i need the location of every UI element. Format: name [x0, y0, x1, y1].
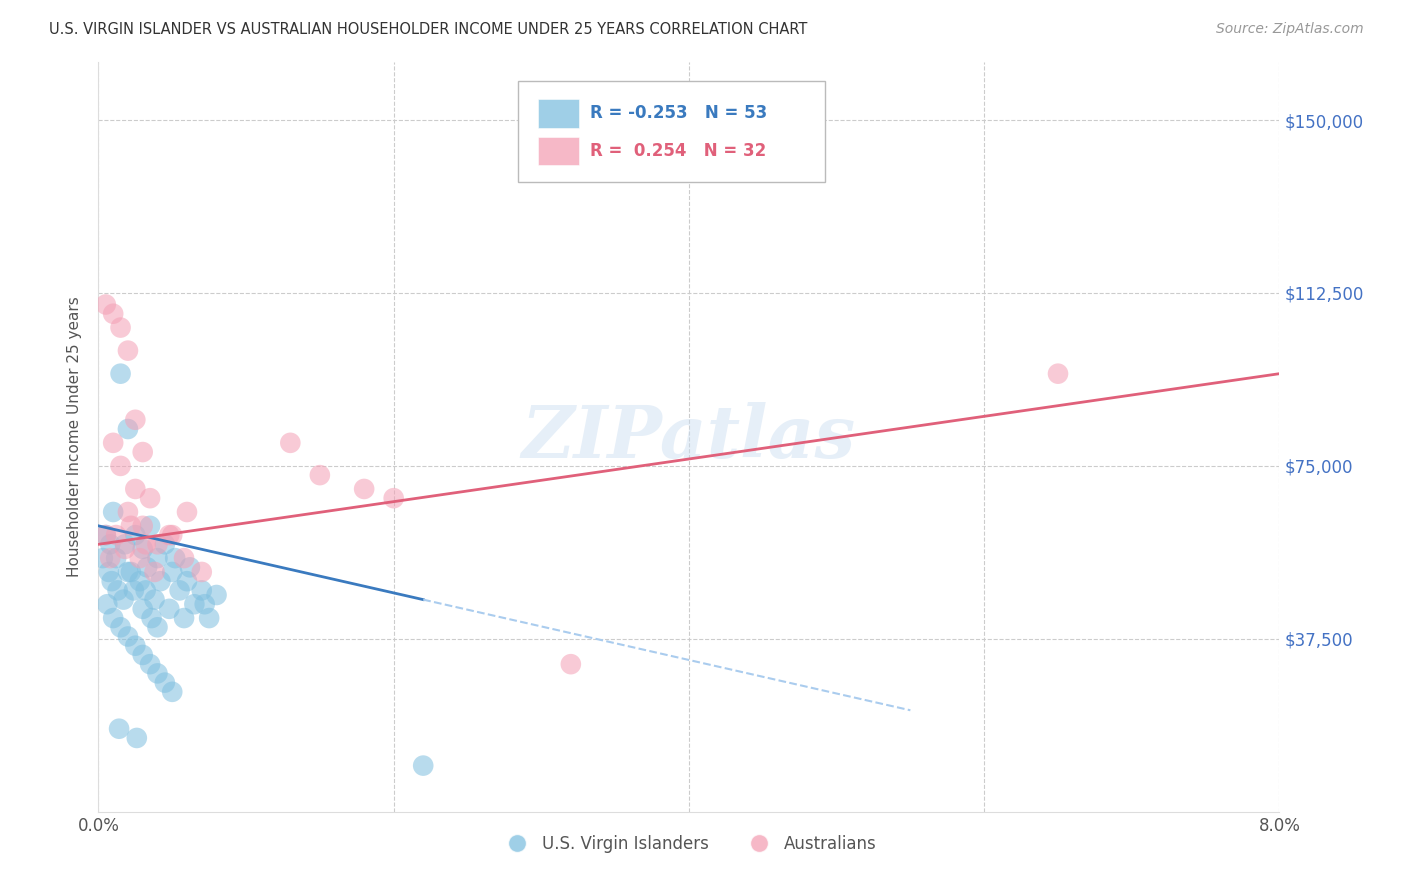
Point [1046, 367, 1070, 381]
Point [124, 639, 146, 653]
Point [153, 675, 176, 690]
Point [110, 458, 132, 473]
Point [94, 528, 117, 542]
Text: R = -0.253   N = 53: R = -0.253 N = 53 [589, 104, 768, 122]
Point [117, 343, 139, 358]
Point [91, 551, 114, 566]
Point [353, 482, 375, 496]
Point [173, 611, 195, 625]
Point [132, 519, 155, 533]
Point [128, 574, 150, 589]
Point [117, 630, 139, 644]
Point [139, 491, 162, 505]
Point [103, 307, 125, 321]
Point [162, 685, 183, 699]
Point [124, 413, 146, 427]
Point [165, 551, 187, 566]
Point [139, 519, 162, 533]
Point [198, 611, 221, 625]
Point [280, 435, 302, 450]
Point [124, 482, 146, 496]
Point [124, 528, 146, 542]
Point [146, 620, 169, 634]
Point [191, 583, 214, 598]
Point [117, 422, 139, 436]
Text: ZIPatlas: ZIPatlas [522, 401, 856, 473]
Point [162, 565, 183, 579]
Point [117, 565, 139, 579]
Point [135, 583, 157, 598]
FancyBboxPatch shape [517, 81, 825, 182]
Point [149, 574, 172, 589]
Text: Source: ZipAtlas.com: Source: ZipAtlas.com [1216, 22, 1364, 37]
Point [412, 758, 434, 772]
Legend: U.S. Virgin Islanders, Australians: U.S. Virgin Islanders, Australians [494, 829, 884, 860]
Point [132, 445, 155, 459]
Point [114, 541, 136, 556]
Point [97, 565, 120, 579]
Point [132, 602, 155, 616]
Point [98, 537, 121, 551]
Point [309, 468, 332, 483]
Point [110, 367, 132, 381]
Point [176, 574, 198, 589]
Point [157, 528, 180, 542]
Point [94, 297, 117, 311]
Point [173, 551, 195, 566]
Point [100, 574, 122, 589]
Point [117, 505, 139, 519]
Point [143, 592, 166, 607]
Point [191, 565, 214, 579]
Point [110, 320, 132, 334]
Point [105, 551, 128, 566]
Point [162, 528, 183, 542]
Point [120, 565, 142, 579]
Point [146, 666, 169, 681]
Point [107, 583, 129, 598]
Point [103, 505, 125, 519]
Point [157, 602, 180, 616]
Y-axis label: Householder Income Under 25 years: Householder Income Under 25 years [67, 297, 83, 577]
Point [143, 565, 166, 579]
Point [179, 560, 201, 574]
Point [139, 657, 162, 672]
FancyBboxPatch shape [537, 136, 579, 165]
Point [125, 731, 148, 745]
Point [120, 519, 142, 533]
Point [132, 541, 155, 556]
Point [136, 560, 159, 574]
Point [103, 435, 125, 450]
Point [205, 588, 228, 602]
Point [110, 620, 132, 634]
Point [103, 611, 125, 625]
Point [169, 583, 191, 598]
Point [122, 583, 145, 598]
Point [114, 537, 136, 551]
Point [153, 537, 176, 551]
Point [146, 537, 169, 551]
Text: R =  0.254   N = 32: R = 0.254 N = 32 [589, 142, 766, 160]
Point [94, 528, 117, 542]
Point [176, 505, 198, 519]
Point [560, 657, 582, 672]
Point [105, 528, 128, 542]
Point [108, 722, 131, 736]
Point [146, 551, 169, 566]
Point [128, 551, 150, 566]
Point [183, 597, 205, 611]
Point [141, 611, 163, 625]
Text: U.S. VIRGIN ISLANDER VS AUSTRALIAN HOUSEHOLDER INCOME UNDER 25 YEARS CORRELATION: U.S. VIRGIN ISLANDER VS AUSTRALIAN HOUSE… [49, 22, 807, 37]
Point [112, 592, 135, 607]
FancyBboxPatch shape [537, 99, 579, 128]
Point [132, 648, 155, 662]
Point [382, 491, 405, 505]
Point [135, 537, 157, 551]
Point [194, 597, 217, 611]
Point [98, 551, 121, 566]
Point [96, 597, 118, 611]
